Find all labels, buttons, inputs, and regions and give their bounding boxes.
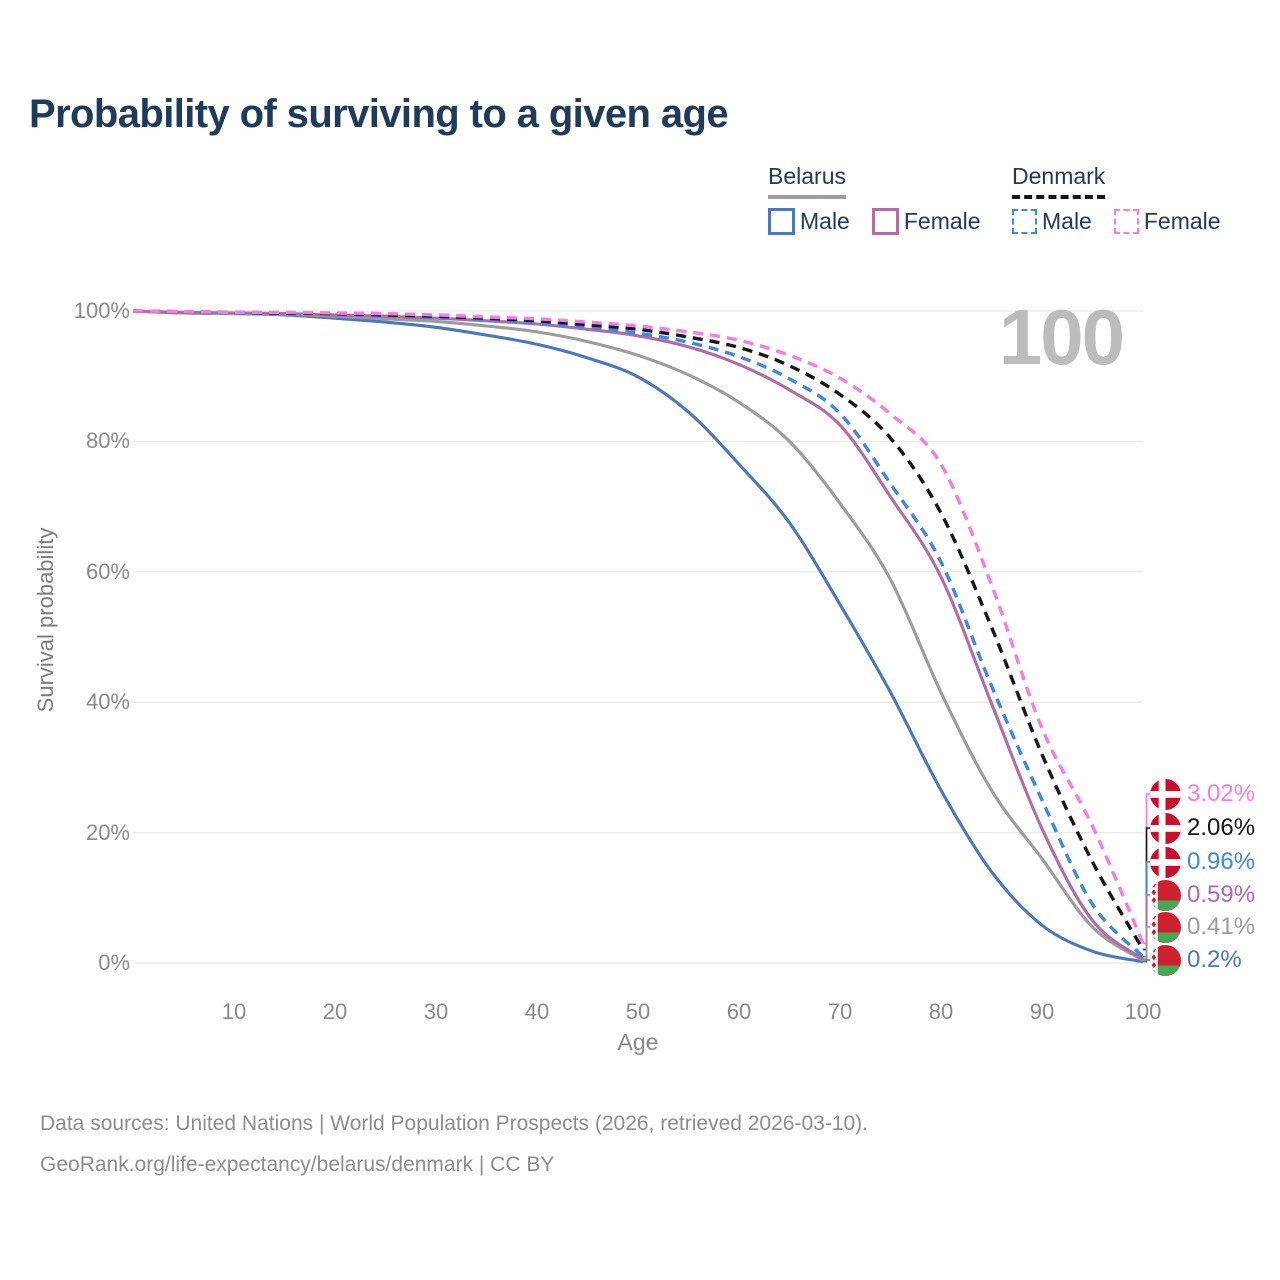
y-tick-label: 100% <box>73 298 130 323</box>
legend-item-denmark-female[interactable]: Female <box>1113 208 1221 235</box>
curve-denmark-female <box>132 309 1145 944</box>
end-label-belarus-male: 0.2% <box>1150 943 1242 977</box>
legend-group-title: Denmark <box>1012 163 1106 199</box>
curve-denmark-both-sexes <box>132 309 1145 951</box>
end-label-belarus-female: 0.59% <box>1150 878 1255 912</box>
legend-item-belarus-female[interactable]: Female <box>871 208 981 235</box>
connector <box>1143 959 1151 963</box>
legend-swatch <box>871 208 899 235</box>
legend-item-label: Female <box>1143 208 1221 234</box>
y-axis-title: Survival probability <box>33 527 58 713</box>
page-title: Probability of surviving to a given age <box>29 92 729 136</box>
x-axis-title: Age <box>617 1029 659 1055</box>
end-label-belarus-both-sexes: 0.41% <box>1150 910 1255 944</box>
age-watermark: 100 <box>998 293 1125 381</box>
x-tick-label: 90 <box>1029 999 1055 1024</box>
x-tick-label: 70 <box>827 999 853 1024</box>
curve-belarus-male <box>132 309 1144 964</box>
belarus-flag-icon <box>1150 912 1181 943</box>
legend-item-belarus-male[interactable]: Male <box>768 208 850 235</box>
legend-item-label: Male <box>1042 208 1092 234</box>
gridlines <box>133 310 1143 964</box>
end-label-connectors <box>1143 793 1151 963</box>
x-tick-label: 20 <box>322 999 348 1024</box>
belarus-flag-icon <box>1150 945 1181 976</box>
end-label-denmark-both-sexes: 2.06% <box>1150 811 1255 845</box>
legend-item-label: Male <box>800 208 850 234</box>
end-label-value: 0.2% <box>1187 946 1242 973</box>
x-tick-label: 60 <box>726 999 752 1024</box>
footer-sources: Data sources: United Nations | World Pop… <box>40 1112 869 1135</box>
belarus-flag-icon <box>1150 880 1181 911</box>
curve-belarus-female <box>132 309 1144 961</box>
curve-denmark-male <box>132 309 1145 958</box>
legend-swatch <box>1113 209 1139 234</box>
curve-belarus-both-sexes <box>132 309 1144 962</box>
footer: Data sources: United Nations | World Pop… <box>40 1103 868 1185</box>
legend-group-belarus: Belarus Male Female <box>768 163 981 235</box>
end-label-denmark-male: 0.96% <box>1150 845 1255 879</box>
denmark-flag-icon <box>1150 813 1181 844</box>
x-tick-label: 10 <box>221 999 247 1024</box>
end-label-value: 2.06% <box>1187 814 1256 841</box>
legend-swatch <box>1012 209 1037 234</box>
connector <box>1143 926 1151 962</box>
y-tick-label: 60% <box>85 558 130 584</box>
y-tick-label: 80% <box>85 428 130 454</box>
legend-item-denmark-male[interactable]: Male <box>1012 208 1092 235</box>
denmark-flag-icon <box>1150 779 1181 810</box>
end-label-value: 0.41% <box>1187 913 1256 940</box>
denmark-flag-icon <box>1150 847 1181 878</box>
y-tick-label: 0% <box>98 950 130 975</box>
legend-group-denmark: Denmark Male Female <box>1012 163 1221 235</box>
end-label-denmark-female: 3.02% <box>1150 777 1255 811</box>
x-tick-label: 50 <box>625 999 651 1024</box>
x-tick-label: 100 <box>1124 999 1162 1024</box>
end-label-value: 0.59% <box>1187 881 1256 908</box>
x-tick-label: 80 <box>928 999 954 1024</box>
y-tick-label: 20% <box>85 819 130 845</box>
x-tick-label: 30 <box>423 999 449 1024</box>
legend-item-label: Female <box>903 208 981 234</box>
y-tick-label: 40% <box>85 689 130 715</box>
legend-swatch <box>768 208 795 235</box>
survival-curves <box>132 309 1145 964</box>
footer-attribution: GeoRank.org/life-expectancy/belarus/denm… <box>40 1153 555 1176</box>
end-label-value: 0.96% <box>1187 848 1256 875</box>
legend-group-title: Belarus <box>768 163 846 199</box>
end-label-value: 3.02% <box>1187 780 1256 807</box>
x-tick-label: 40 <box>524 999 550 1024</box>
